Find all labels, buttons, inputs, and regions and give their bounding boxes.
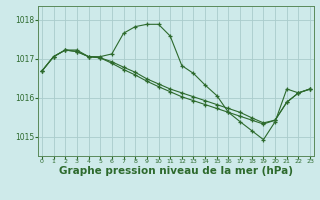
- X-axis label: Graphe pression niveau de la mer (hPa): Graphe pression niveau de la mer (hPa): [59, 166, 293, 176]
